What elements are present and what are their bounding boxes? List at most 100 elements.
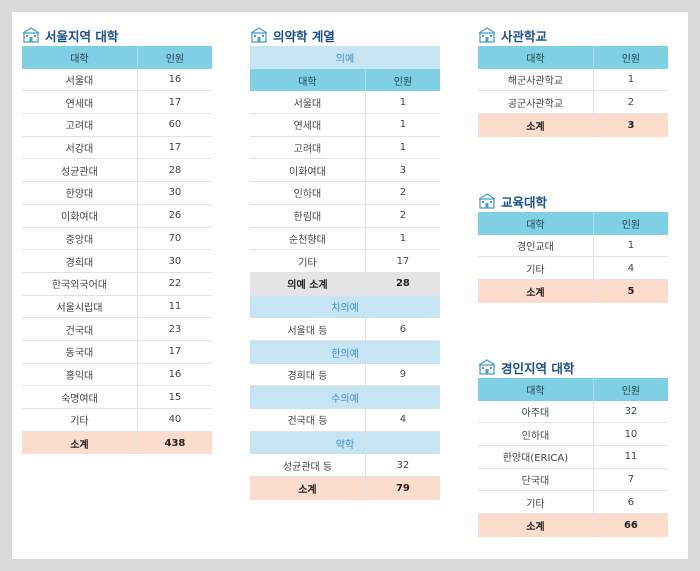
group-header: 의예 <box>250 46 440 69</box>
table-block: 의약학 계열 의예 대학 인원 서울대 1 연세대 1 고려대 1 이화여대 3 인하대 2 한림대 2 순천향… <box>250 24 440 500</box>
cell: 15 <box>168 391 182 403</box>
cell: 6 <box>399 323 407 335</box>
icon <box>22 27 40 43</box>
cell: 16 <box>168 368 182 380</box>
cell: 홍익대 <box>22 363 138 386</box>
group-header: 약학 <box>250 431 440 455</box>
header-row: 대학 인원 <box>250 68 440 92</box>
cell: 3 <box>627 119 635 131</box>
cell: 6 <box>627 496 635 508</box>
data-row: 공군사관학교 2 <box>478 91 668 115</box>
cell: 대학 <box>478 212 594 235</box>
data-row: 인하대 2 <box>250 182 440 205</box>
cell: 아주대 <box>478 400 594 423</box>
cell: 소계 <box>478 114 594 137</box>
group-header: 한의예 <box>250 340 440 364</box>
cell: 인원 <box>621 385 641 397</box>
cell: 한양대(ERICA) <box>478 446 594 468</box>
cell: 2 <box>399 210 407 222</box>
section-title: 교육대학 <box>478 190 668 212</box>
cell: 40 <box>168 414 182 426</box>
total-row: 소계 79 <box>250 477 440 500</box>
cell: 26 <box>168 210 182 222</box>
cell: 28 <box>168 164 182 176</box>
cell: 3 <box>399 164 407 176</box>
data-row: 동국대 17 <box>22 340 212 364</box>
data-row: 해군사관학교 1 <box>478 68 668 92</box>
cell: 대학 <box>478 378 594 401</box>
cell: 소계 <box>478 280 594 303</box>
cell: 7 <box>627 474 635 486</box>
cell: 1 <box>627 240 635 252</box>
title-text: 사관학교 <box>501 28 548 44</box>
title-text: 의약학 계열 <box>273 28 335 44</box>
cell: 11 <box>168 300 182 312</box>
title-text: 서울지역 대학 <box>45 28 119 44</box>
cell: 서강대 <box>22 136 138 159</box>
group-header: 수의예 <box>250 386 440 409</box>
section-title: 경인지역 대학 <box>478 356 668 378</box>
cell: 1 <box>399 119 407 131</box>
cell: 연세대 <box>250 114 366 136</box>
data-row: 이화여대 26 <box>22 204 212 228</box>
data-row: 경인교대 1 <box>478 234 668 258</box>
cell: 1 <box>627 74 635 86</box>
data-row: 고려대 1 <box>250 136 440 160</box>
cell: 11 <box>624 451 638 463</box>
data-row: 연세대 17 <box>22 91 212 115</box>
cell: 경희대 <box>22 250 138 272</box>
data-row: 고려대 60 <box>22 114 212 137</box>
cell: 9 <box>399 368 407 380</box>
cell: 서울대 <box>250 91 366 114</box>
data-row: 한양대 30 <box>22 182 212 205</box>
cell: 연세대 <box>22 91 138 114</box>
icon <box>250 27 268 43</box>
section-title: 서울지역 대학 <box>22 24 212 46</box>
cell: 인원 <box>621 53 641 65</box>
data-row: 서강대 17 <box>22 136 212 160</box>
cell: 인하대 <box>478 423 594 446</box>
cell: 숙명여대 <box>22 386 138 408</box>
cell: 2 <box>399 187 407 199</box>
group-header: 치의예 <box>250 295 440 319</box>
cell: 16 <box>168 74 182 86</box>
cell: 17 <box>168 142 182 154</box>
total-row: 소계 3 <box>478 114 668 137</box>
cell: 10 <box>624 428 638 440</box>
data-row: 연세대 1 <box>250 114 440 137</box>
header-row: 대학 인원 <box>478 46 668 69</box>
header-row: 대학 인원 <box>22 46 212 69</box>
cell: 서울대 <box>22 68 138 91</box>
cell: 한양대 <box>22 182 138 204</box>
cell: 단국대 <box>478 468 594 491</box>
cell: 1 <box>399 142 407 154</box>
data-row: 인하대 10 <box>478 423 668 447</box>
data-row: 서울대 16 <box>22 68 212 92</box>
icon <box>478 193 496 209</box>
cell: 건국대 등 <box>250 409 366 431</box>
cell: 성균관대 <box>22 159 138 182</box>
data-row: 서울대 등 6 <box>250 318 440 341</box>
cell: 23 <box>168 323 182 335</box>
cell: 동국대 <box>22 340 138 363</box>
cell: 32 <box>624 406 638 418</box>
cell: 대학 <box>250 68 366 92</box>
data-row: 서울시립대 11 <box>22 295 212 319</box>
cell: 17 <box>168 346 182 358</box>
cell: 대학 <box>478 46 594 69</box>
cell: 이화여대 <box>250 159 366 182</box>
cell: 30 <box>168 187 182 199</box>
cell: 성균관대 등 <box>250 454 366 477</box>
data-row: 기타 4 <box>478 257 668 281</box>
cell: 이화여대 <box>22 204 138 227</box>
data-row: 한국외국어대 22 <box>22 272 212 296</box>
header-row: 대학 인원 <box>478 212 668 235</box>
cell: 1 <box>399 96 407 108</box>
section-title: 사관학교 <box>478 24 668 46</box>
title-text: 교육대학 <box>501 194 548 210</box>
data-row: 숙명여대 15 <box>22 386 212 409</box>
cell: 1 <box>399 232 407 244</box>
icon <box>478 27 496 43</box>
